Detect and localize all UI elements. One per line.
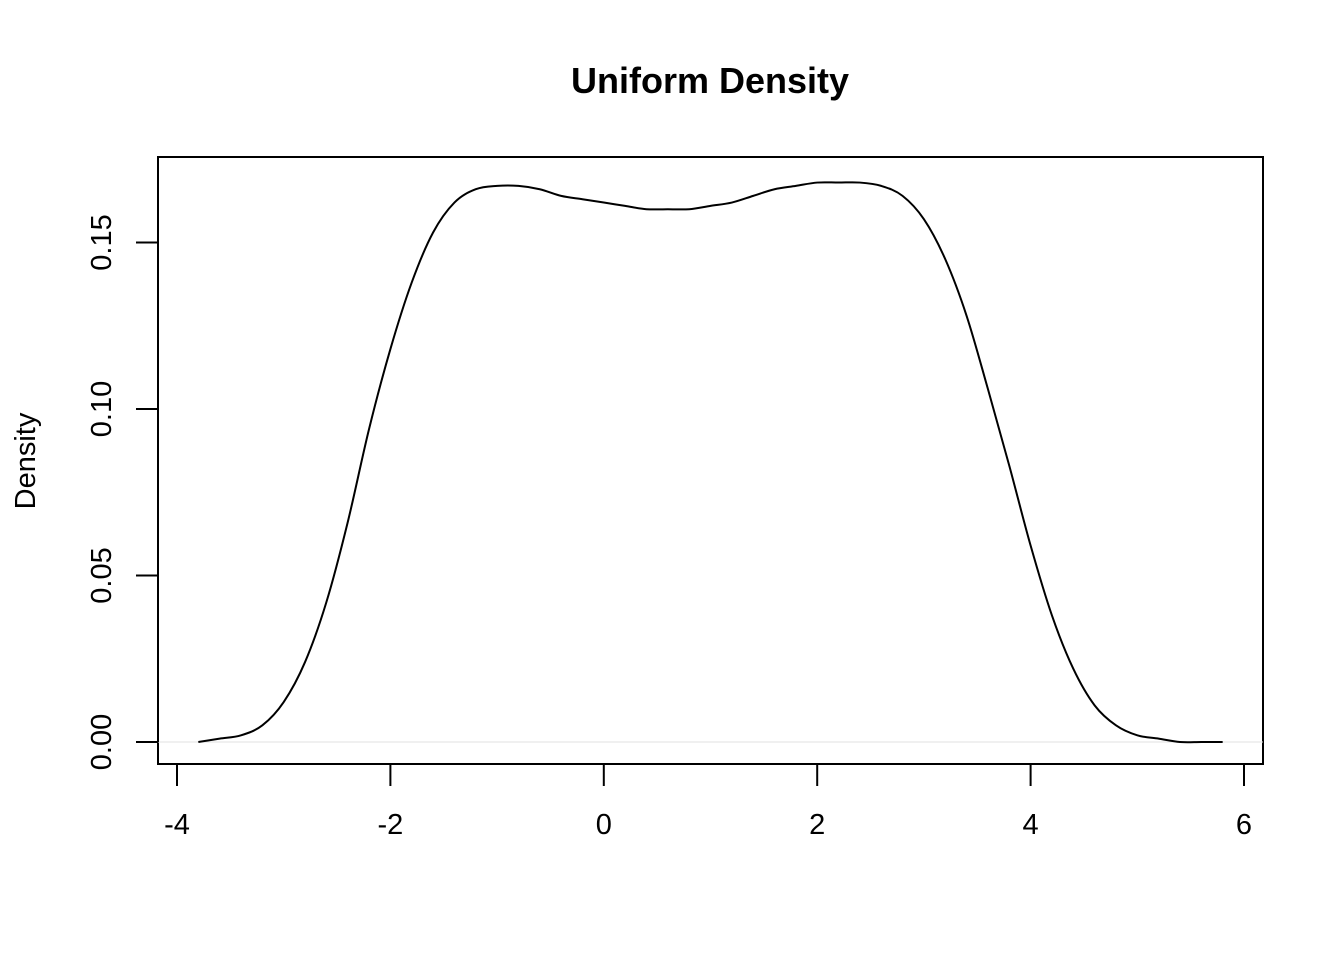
x-tick-label: 4 xyxy=(1023,809,1039,841)
x-tick-label: -4 xyxy=(164,809,190,841)
x-axis: -4 -2 0 2 4 6 xyxy=(164,763,1252,841)
x-tick-label: 6 xyxy=(1236,809,1252,841)
x-tick-label: -2 xyxy=(378,809,404,841)
y-tick-label: 0.10 xyxy=(86,381,118,437)
chart-title: Uniform Density xyxy=(571,60,849,101)
density-curve xyxy=(198,181,1223,744)
y-tick-label: 0.15 xyxy=(86,214,118,270)
y-axis-label: Density xyxy=(10,412,42,509)
y-axis: 0.00 0.05 0.10 0.15 xyxy=(86,214,159,770)
plot-frame xyxy=(157,156,1264,765)
y-tick-label: 0.00 xyxy=(86,714,118,770)
y-tick-label: 0.05 xyxy=(86,547,118,603)
x-tick-label: 2 xyxy=(809,809,825,841)
x-tick-label: 0 xyxy=(596,809,612,841)
